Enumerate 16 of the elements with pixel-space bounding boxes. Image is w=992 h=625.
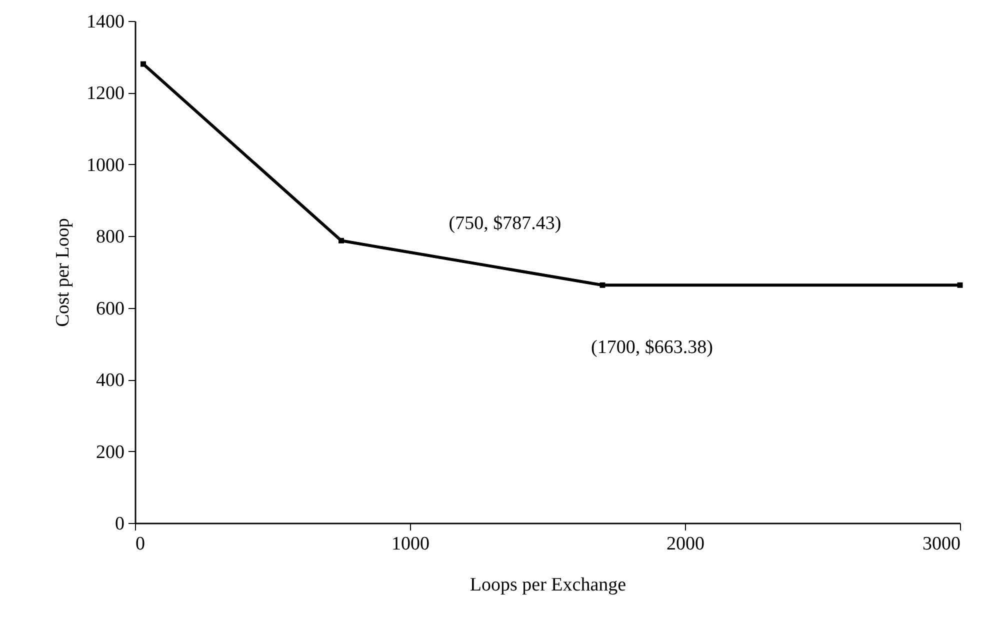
annotation: (1700, $663.38) bbox=[591, 337, 713, 358]
y-axis-title: Cost per Loop bbox=[52, 218, 74, 327]
annotation: (750, $787.43) bbox=[448, 213, 562, 234]
y-tick-label: 400 bbox=[96, 370, 124, 392]
y-tick-label: 200 bbox=[96, 442, 124, 463]
y-tick-label: 800 bbox=[96, 226, 124, 248]
x-tick-label: 0 bbox=[136, 534, 145, 554]
x-tick-label: 2000 bbox=[666, 534, 704, 554]
y-tick-label: 0 bbox=[115, 514, 124, 534]
y-tick-label: 1000 bbox=[86, 154, 124, 176]
y-tick-label: 1400 bbox=[86, 12, 124, 32]
x-axis-title: Loops per Exchange bbox=[470, 574, 626, 596]
y-tick-label: 600 bbox=[96, 298, 124, 320]
x-tick-label: 3000 bbox=[922, 534, 960, 554]
x-tick-label: 1000 bbox=[392, 534, 430, 554]
y-tick-label: 1200 bbox=[86, 83, 124, 104]
